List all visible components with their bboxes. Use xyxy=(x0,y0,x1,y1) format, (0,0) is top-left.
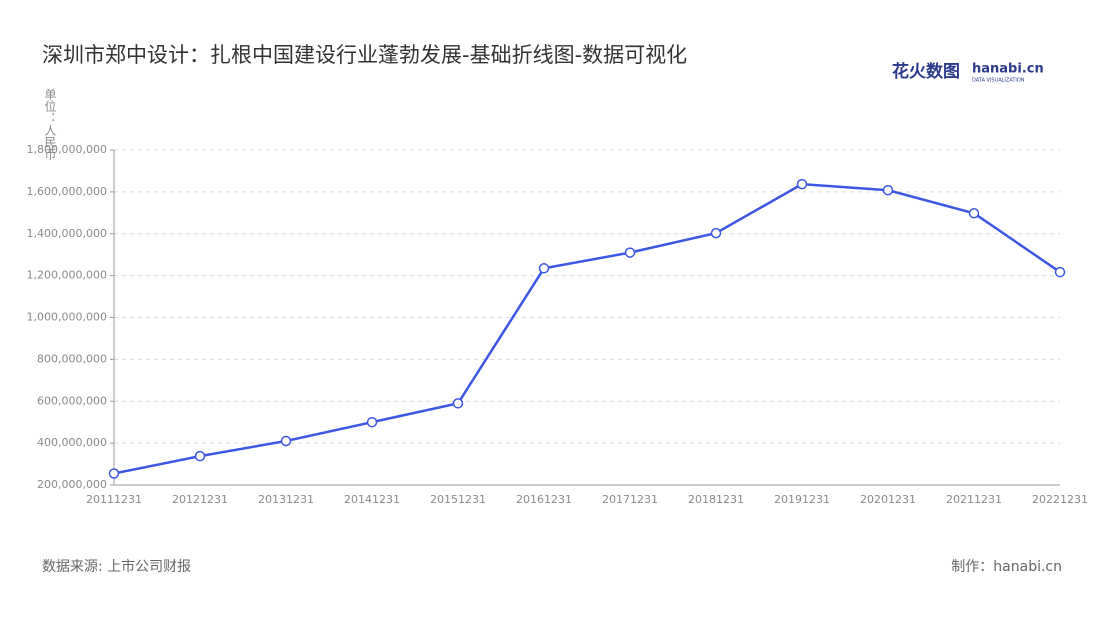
y-tick-label: 600,000,000 xyxy=(37,394,107,407)
point xyxy=(538,263,550,274)
x-tick-label: 20191231 xyxy=(774,493,830,506)
point xyxy=(882,184,894,196)
y-tick-label: 200,000,000 xyxy=(37,478,107,491)
point xyxy=(1054,266,1066,278)
logo-brand: hanabi.cn xyxy=(972,62,1044,77)
point xyxy=(710,227,722,239)
y-tick-label: 1,200,000,000 xyxy=(27,269,107,282)
x-tick-label: 20171231 xyxy=(602,493,658,506)
point xyxy=(968,207,980,219)
x-tick-label: 20151231 xyxy=(430,493,486,506)
x-tick-label: 20111231 xyxy=(86,493,142,506)
x-tick-label: 20221231 xyxy=(1032,493,1088,506)
y-tick-label: 800,000,000 xyxy=(37,352,107,365)
y-tick-label: 1,600,000,000 xyxy=(27,185,107,198)
x-tick-label: 20131231 xyxy=(258,493,314,506)
logo-tagline: DATA VISUALIZATION xyxy=(972,78,1025,84)
y-tick-label: 1,000,000,000 xyxy=(27,311,107,324)
x-tick-label: 20181231 xyxy=(688,493,744,506)
point xyxy=(280,435,292,447)
logo-name: 花火数图 xyxy=(892,61,960,82)
x-tick-label: 20141231 xyxy=(344,493,400,506)
y-axis-label: 单位：人民币 xyxy=(43,88,57,160)
credit: 制作：hanabi.cn xyxy=(951,559,1062,575)
line xyxy=(113,182,1061,475)
x-tick-label: 20211231 xyxy=(946,493,1002,506)
point xyxy=(796,178,808,190)
point xyxy=(366,416,378,428)
x-tick-label: 20121231 xyxy=(172,493,228,506)
source: 数据来源: 上市公司财报 xyxy=(42,558,191,575)
point xyxy=(624,247,636,258)
x-tick-label: 20161231 xyxy=(516,493,572,506)
chart-title: 深圳市郑中设计：扎根中国建设行业蓬勃发展-基础折线图-数据可视化 xyxy=(42,43,687,67)
y-tick-label: 1,400,000,000 xyxy=(27,227,107,240)
point xyxy=(108,468,120,479)
y-tick-label: 1,800,000,000 xyxy=(27,143,107,156)
y-tick-label: 400,000,000 xyxy=(37,436,107,449)
point xyxy=(194,450,206,462)
point xyxy=(452,398,464,409)
x-tick-label: 20201231 xyxy=(860,493,916,506)
